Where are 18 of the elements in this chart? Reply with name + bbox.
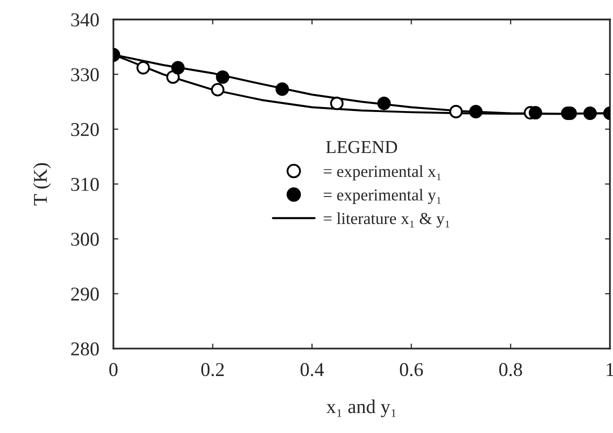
x-tick-label: 0.6 (400, 363, 423, 376)
legend-label: = literature x₁ & y₁ (324, 212, 450, 228)
legend-title: LEGEND (326, 141, 398, 154)
x-tick-label: 0.4 (300, 363, 324, 376)
legend-label: = experimental x₁ (324, 165, 441, 180)
x-tick-label: 0.8 (499, 363, 522, 376)
x-tick-label: 0.2 (201, 363, 224, 376)
y-tick-label: 300 (71, 232, 99, 246)
y-tick-label: 320 (71, 122, 99, 136)
x-axis-title: x₁ and y₁ (326, 400, 396, 418)
legend-label: = experimental y₁ (324, 188, 441, 204)
y-tick-label: 340 (71, 13, 99, 26)
y-tick-label: 330 (71, 68, 99, 82)
x-tick-label: 0 (109, 363, 118, 376)
y-axis-title: T (K) (33, 163, 51, 206)
y-tick-label: 280 (71, 342, 99, 356)
y-tick-label: 310 (71, 178, 99, 191)
y-tick-label: 290 (71, 288, 99, 301)
